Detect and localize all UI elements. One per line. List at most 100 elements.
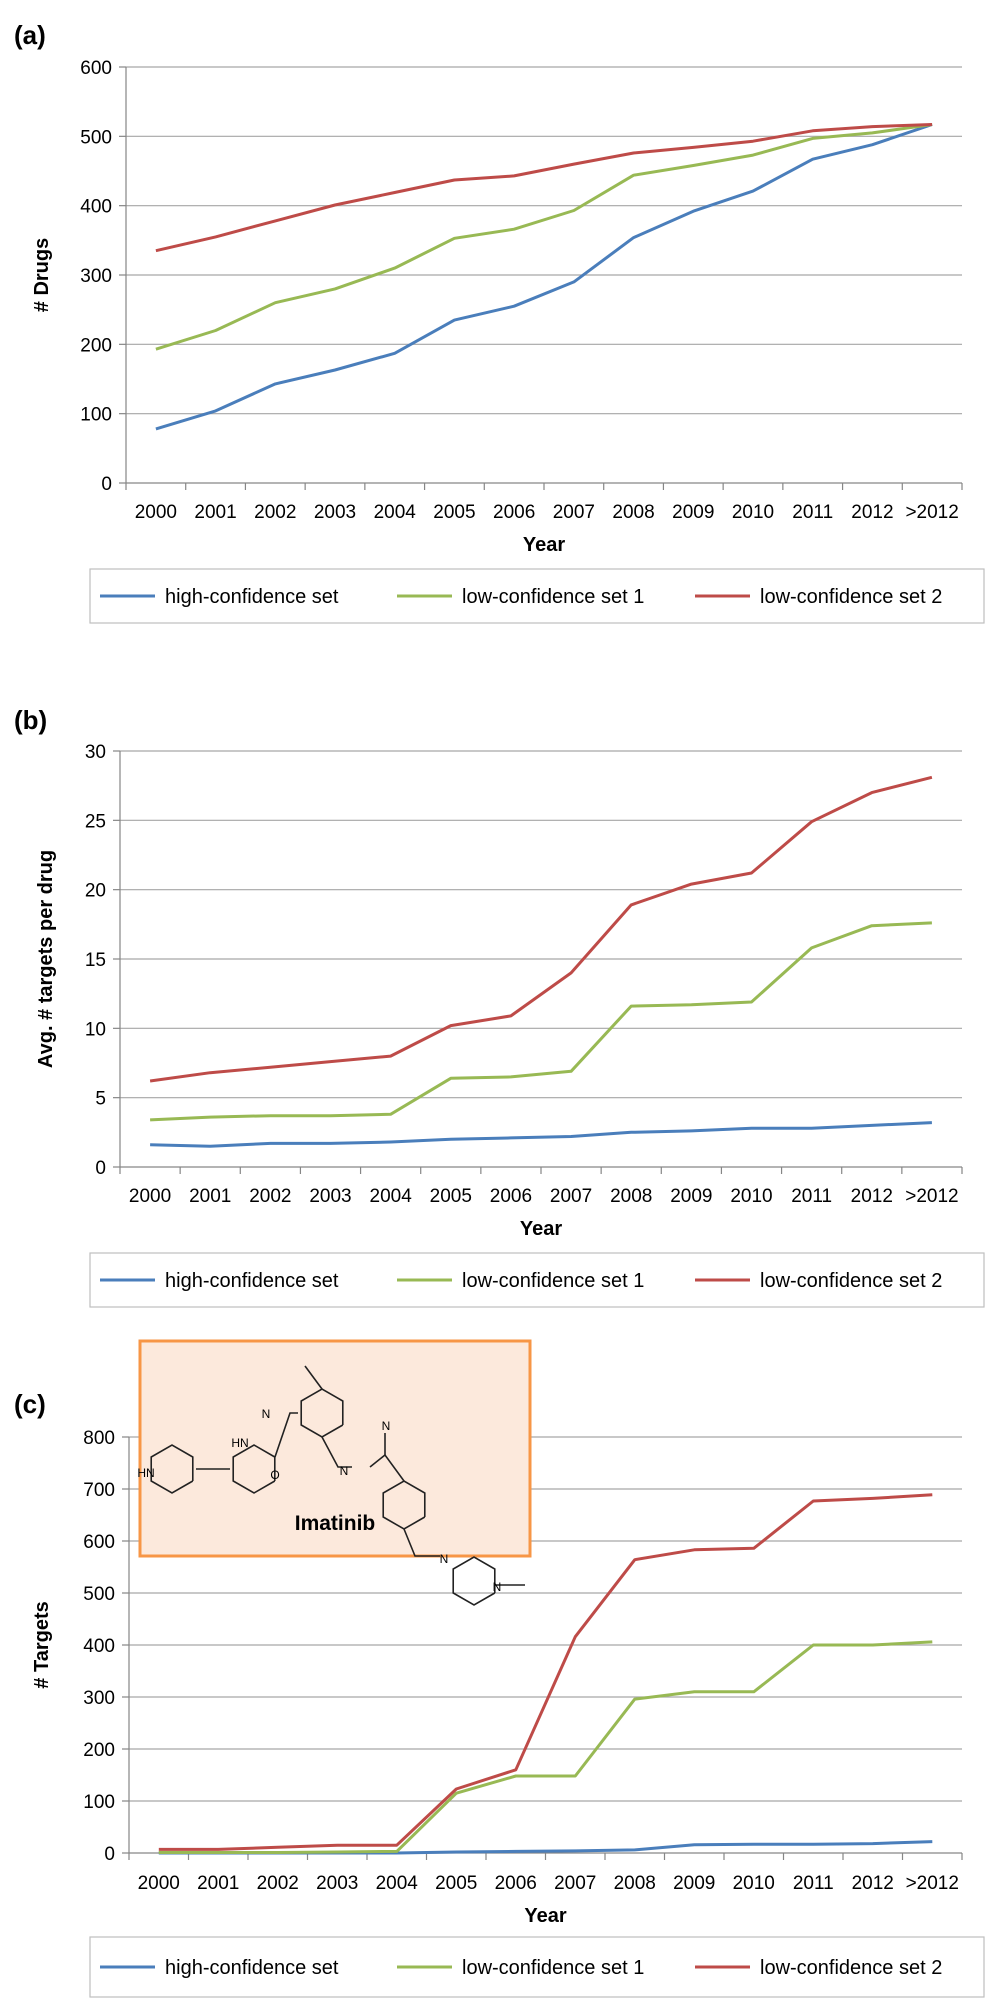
atom-label: HN: [231, 1436, 248, 1450]
series-line-low2: [158, 1493, 933, 1851]
imatinib-structure-inset: HN HN O N N N N N Imatinib: [137, 1339, 532, 1606]
y-tick-label: 0: [101, 474, 112, 495]
atom-label: N: [440, 1552, 449, 1566]
y-tick-label: 15: [85, 950, 106, 971]
x-tick-label: 2005: [435, 1873, 477, 1894]
x-tick-label: 2002: [257, 1873, 299, 1894]
y-tick-label: 0: [95, 1158, 106, 1179]
x-tick-label: 2007: [554, 1873, 596, 1894]
bond: [403, 1528, 440, 1557]
y-tick-label: 500: [80, 127, 112, 148]
y-tick-label: 5: [95, 1089, 106, 1110]
bond: [304, 1365, 323, 1390]
x-tick-label: 2010: [730, 1186, 772, 1207]
x-tick-label: >2012: [905, 1186, 958, 1207]
x-tick-label: 2001: [194, 502, 236, 523]
x-tick-label: 2003: [314, 502, 356, 523]
y-tick-label: 300: [80, 266, 112, 287]
series-line-low2: [155, 123, 933, 253]
legend: high-confidence set low-confidence set 1 l…: [89, 568, 985, 624]
atom-label: N: [262, 1407, 271, 1421]
x-tick-label: 2000: [129, 1186, 171, 1207]
x-tick-label: 2012: [852, 1873, 894, 1894]
x-tick-label: 2010: [733, 1873, 775, 1894]
x-tick-label: 2005: [430, 1186, 472, 1207]
x-tick-label: 2003: [309, 1186, 351, 1207]
y-tick-label: 600: [83, 1532, 115, 1553]
atom-label: N: [340, 1464, 349, 1478]
atom-label: HN: [137, 1466, 154, 1480]
y-tick-label: 400: [83, 1636, 115, 1657]
series-line-high: [155, 123, 933, 431]
y-tick-label: 600: [80, 58, 112, 79]
x-tick-label: 2004: [376, 1873, 419, 1894]
x-tick-label: 2004: [370, 1186, 413, 1207]
x-tick-label: 2008: [614, 1873, 656, 1894]
panel-label: (b): [14, 705, 47, 735]
x-tick-label: 2006: [493, 502, 535, 523]
x-tick-label: 2002: [249, 1186, 291, 1207]
x-tick-label: >2012: [905, 502, 958, 523]
legend-label: low-confidence set 1: [462, 586, 644, 608]
legend-label: high-confidence set: [165, 1957, 339, 1979]
legend-label: high-confidence set: [165, 586, 339, 608]
chart-panel-a: (a) 0 100 200 300 400 500 600 2000 2001 2002 2003 20…: [14, 20, 985, 624]
x-axis-title: Year: [524, 1905, 566, 1927]
x-tick-label: >2012: [906, 1873, 959, 1894]
y-tick-label: 100: [83, 1792, 115, 1813]
x-tick-label: 2007: [550, 1186, 592, 1207]
x-tick-label: 2004: [374, 502, 417, 523]
series-line-low1: [158, 1640, 933, 1854]
y-tick-label: 0: [104, 1844, 115, 1865]
legend-box: [89, 568, 985, 624]
x-tick-label: 2012: [851, 1186, 893, 1207]
chart-panel-b: (b) 0 5 10 15 20 25 30 2000 2001 2002 2003 2004 2005 2…: [14, 705, 985, 1308]
legend-label: low-confidence set 2: [760, 1957, 942, 1979]
x-axis-title: Year: [520, 1218, 562, 1240]
legend-label: low-confidence set 1: [462, 1957, 644, 1979]
bond: [274, 1412, 298, 1458]
bond: [321, 1436, 352, 1468]
legend-label: low-confidence set 1: [462, 1270, 644, 1292]
x-tick-label: 2006: [495, 1873, 537, 1894]
x-tick-label: 2001: [189, 1186, 231, 1207]
atom-label: O: [270, 1468, 279, 1482]
x-tick-label: 2010: [732, 502, 774, 523]
legend-label: low-confidence set 2: [760, 586, 942, 608]
legend: high-confidence set low-confidence set 1 l…: [89, 1252, 985, 1308]
y-tick-label: 10: [85, 1019, 106, 1040]
y-tick-label: 700: [83, 1480, 115, 1501]
y-axis-title: Avg. # targets per drug: [35, 850, 57, 1068]
x-tick-label: 2011: [792, 502, 833, 523]
legend: high-confidence set low-confidence set 1 l…: [89, 1936, 985, 1998]
x-tick-label: 2012: [851, 502, 893, 523]
y-tick-label: 400: [80, 197, 112, 218]
y-tick-label: 200: [80, 335, 112, 356]
pyridine-ring: [150, 1444, 194, 1494]
y-axis-title: # Targets: [31, 1601, 53, 1688]
x-tick-label: 2000: [138, 1873, 180, 1894]
series-line-high: [150, 1121, 932, 1148]
atom-label: N: [382, 1419, 391, 1433]
x-tick-label: 2001: [197, 1873, 239, 1894]
legend-box: [89, 1936, 985, 1998]
chart-panel-c: (c) 0 100 200 300 400 500 600 700 800 2000 2001 2002…: [14, 1339, 985, 1998]
inset-box: [138, 1339, 532, 1558]
x-tick-label: 2008: [612, 502, 654, 523]
panel-label: (a): [14, 20, 46, 50]
y-tick-label: 200: [83, 1740, 115, 1761]
x-tick-label: 2011: [793, 1873, 834, 1894]
series-line-low1: [150, 921, 932, 1122]
y-tick-label: 800: [83, 1428, 115, 1449]
piperazine-ring: [452, 1556, 496, 1606]
x-tick-label: 2006: [490, 1186, 532, 1207]
x-tick-label: 2009: [673, 1873, 715, 1894]
x-axis-title: Year: [523, 534, 565, 556]
panel-label: (c): [14, 1389, 46, 1419]
y-tick-label: 20: [85, 881, 106, 902]
series-line-low2: [149, 775, 933, 1083]
x-tick-label: 2009: [670, 1186, 712, 1207]
inset-label: Imatinib: [295, 1512, 376, 1535]
y-tick-label: 100: [80, 405, 112, 426]
